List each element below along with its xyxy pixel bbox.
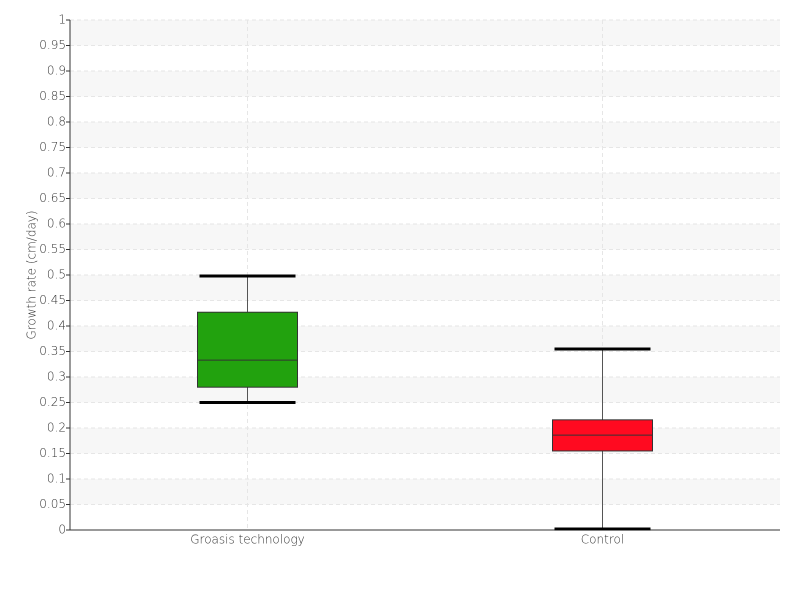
y-tick-label: 0.45: [39, 293, 66, 307]
y-tick-label: 1: [58, 13, 66, 27]
grid-band: [70, 224, 780, 250]
x-tick-label: Groasis technology: [190, 533, 305, 547]
grid-band: [70, 479, 780, 505]
grid-band: [70, 275, 780, 301]
y-tick-label: 0.15: [39, 446, 66, 460]
y-tick-label: 0.9: [47, 64, 66, 78]
box: [197, 311, 298, 388]
grid-band: [70, 20, 780, 46]
grid-band: [70, 428, 780, 454]
y-tick-label: 0.25: [39, 395, 66, 409]
grid-band: [70, 326, 780, 352]
y-tick-label: 0.95: [39, 38, 66, 52]
grid-band: [70, 71, 780, 97]
x-tick-label: Control: [581, 533, 624, 547]
y-tick-label: 0.65: [39, 191, 66, 205]
grid-band: [70, 122, 780, 148]
y-tick-label: 0.75: [39, 140, 66, 154]
y-tick-label: 0.6: [47, 217, 66, 231]
y-tick-label: 0.5: [47, 268, 66, 282]
y-tick-label: 0.55: [39, 242, 66, 256]
y-tick-label: 0.8: [47, 115, 66, 129]
y-tick-label: 0: [58, 523, 66, 537]
y-tick-label: 0.35: [39, 344, 66, 358]
y-tick-label: 0.85: [39, 89, 66, 103]
y-tick-label: 0.4: [47, 319, 66, 333]
y-tick-label: 0.2: [47, 421, 66, 435]
y-axis-label: Growth rate (cm/day): [25, 210, 39, 339]
grid-band: [70, 173, 780, 199]
y-tick-label: 0.05: [39, 497, 66, 511]
grid-band: [70, 377, 780, 403]
y-tick-label: 0.3: [47, 370, 66, 384]
y-tick-label: 0.1: [47, 472, 66, 486]
y-tick-label: 0.7: [47, 166, 66, 180]
